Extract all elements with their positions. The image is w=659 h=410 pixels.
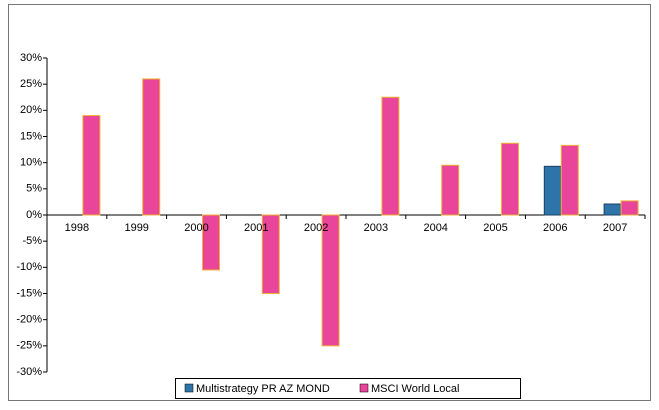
legend-swatch xyxy=(184,383,194,393)
y-tick-label: -30% xyxy=(16,366,42,378)
bar xyxy=(603,203,622,216)
legend-swatch xyxy=(359,383,369,393)
x-tick-label: 2005 xyxy=(483,222,507,234)
y-tick-label: -25% xyxy=(16,340,42,352)
legend-label: MSCI World Local xyxy=(371,383,459,395)
x-tick-label: 1998 xyxy=(65,222,89,234)
y-tick-label: 25% xyxy=(20,78,42,90)
bar xyxy=(620,200,639,216)
bar xyxy=(381,96,400,216)
bar xyxy=(82,115,101,216)
y-tick-label: -5% xyxy=(22,235,42,247)
y-tick-label: -20% xyxy=(16,314,42,326)
x-tick-label: 2006 xyxy=(543,222,567,234)
bar xyxy=(501,142,519,216)
bar xyxy=(543,165,562,216)
bar xyxy=(441,164,460,216)
x-tick-label: 1999 xyxy=(124,222,148,234)
y-tick-label: -10% xyxy=(16,261,42,273)
y-tick-label: 5% xyxy=(26,183,42,195)
x-tick-label: 2002 xyxy=(304,222,328,234)
y-tick-label: -15% xyxy=(16,287,42,299)
x-tick-label: 2003 xyxy=(364,222,388,234)
bar xyxy=(321,214,340,347)
y-tick-label: 10% xyxy=(20,157,42,169)
x-tick-label: 2000 xyxy=(184,222,208,234)
bar xyxy=(560,144,579,216)
legend-label: Multistrategy PR AZ MOND xyxy=(196,383,330,395)
legend-box xyxy=(175,378,521,399)
y-tick-label: 0% xyxy=(26,209,42,221)
bar xyxy=(261,214,280,294)
x-tick-label: 2004 xyxy=(423,222,447,234)
bar xyxy=(202,214,220,271)
y-tick-label: 20% xyxy=(20,104,42,116)
y-tick-label: 15% xyxy=(20,130,42,142)
bar xyxy=(142,78,161,216)
x-tick-label: 2001 xyxy=(244,222,268,234)
y-tick-label: 30% xyxy=(20,52,42,64)
x-tick-label: 2007 xyxy=(603,222,627,234)
